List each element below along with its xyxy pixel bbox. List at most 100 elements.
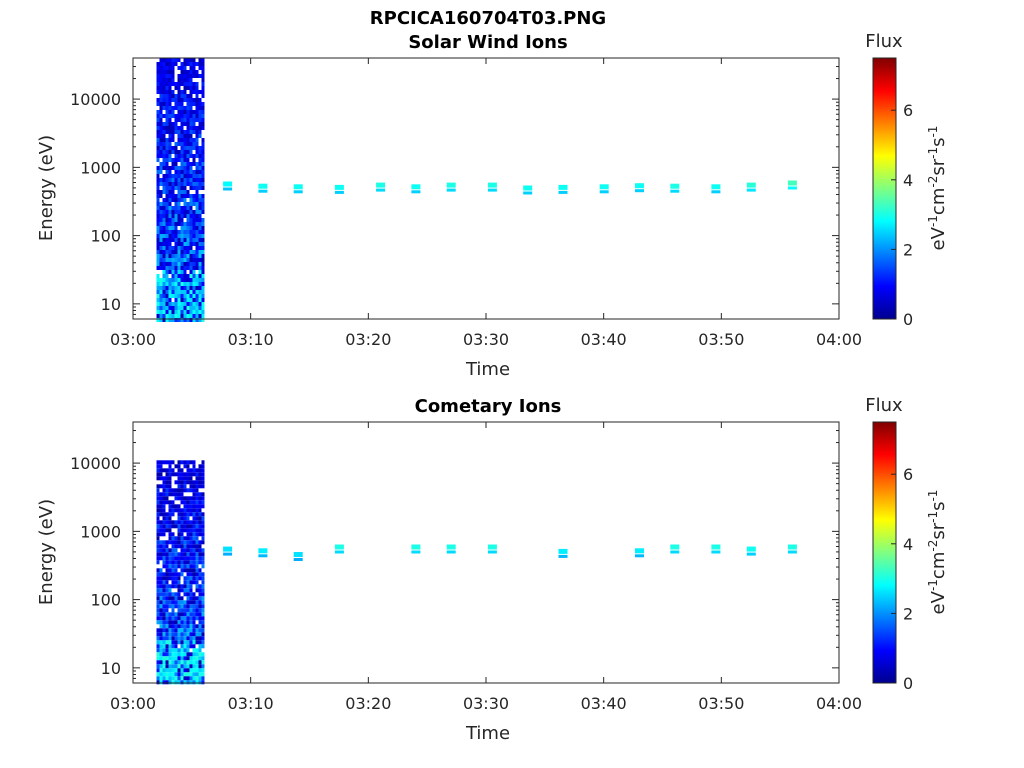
spectrogram-cell [201, 298, 205, 302]
spectrogram-cell [159, 318, 163, 322]
spectrogram-cell [180, 512, 184, 517]
spectrogram-cell [192, 274, 196, 278]
spectrogram-cell [201, 496, 205, 501]
spectrogram-cell [177, 98, 181, 102]
spectrogram-cell [192, 142, 196, 146]
spectrogram-cell [195, 310, 199, 314]
spectrogram-cell [183, 262, 187, 266]
spectrogram-cell [183, 254, 187, 258]
spectrogram-cell [174, 194, 178, 198]
spectrogram-cell [183, 496, 187, 501]
spectrogram-cell [156, 640, 160, 645]
spectrogram-cell [198, 262, 202, 266]
spectrogram-cell [174, 544, 178, 549]
spectrogram-cell [162, 242, 166, 246]
spectrogram-cell [174, 274, 178, 278]
spectrogram-cell [165, 298, 169, 302]
spectrogram-cell [171, 70, 175, 74]
spectrogram-cell [192, 672, 196, 677]
x-tick-label: 03:50 [698, 694, 744, 713]
spectrogram-cell [156, 560, 160, 565]
spectrogram-cell [162, 106, 166, 110]
spectrogram-cell [174, 142, 178, 146]
spectrogram-cell [189, 198, 193, 202]
spectrogram-cell [162, 584, 166, 589]
spectrogram-cell [168, 576, 172, 581]
spectrogram-cell [156, 290, 160, 294]
spectrogram-cell [192, 174, 196, 178]
spectrogram-cell [165, 560, 169, 565]
spectrogram-cell [198, 270, 202, 274]
spectrogram-cell [162, 58, 166, 62]
spectrogram-cell [177, 652, 181, 657]
spectrogram-cell [177, 58, 181, 62]
spectrogram-cell [186, 126, 190, 130]
spectrogram-cell [162, 624, 166, 629]
spectrogram-cell [177, 250, 181, 254]
spectrogram-cell [156, 664, 160, 669]
spectrogram-cell [192, 318, 196, 322]
spectrogram-cell [189, 552, 193, 557]
spectrogram-cell [180, 70, 184, 74]
spectrogram-cell [168, 596, 172, 601]
spectrogram-cell [168, 504, 172, 509]
spectrogram-cell [201, 66, 205, 70]
spectrogram-cell [180, 302, 184, 306]
spectrogram-cell [192, 544, 196, 549]
spectrogram-cell [165, 672, 169, 677]
spectrogram-cell [201, 468, 205, 473]
spectrogram-cell [198, 290, 202, 294]
spectrogram-cell [162, 82, 166, 86]
spectrogram-cell [177, 512, 181, 517]
spectrogram-cell [156, 572, 160, 577]
x-tick-label: 03:00 [110, 330, 156, 349]
spectrogram-cell [168, 680, 172, 685]
spectrogram-cell [201, 110, 205, 114]
spectrogram-cell [171, 512, 175, 517]
spectrogram-cell [198, 572, 202, 577]
spectrogram-cell [189, 668, 193, 673]
spectrogram-cell [180, 612, 184, 617]
spectrogram-cell [168, 648, 172, 653]
spectrogram-cell [195, 628, 199, 633]
spectrogram-cell [180, 122, 184, 126]
spectrogram-cell [183, 154, 187, 158]
beam-point [487, 182, 497, 188]
spectrogram-cell [183, 122, 187, 126]
spectrogram-cell [171, 90, 175, 94]
spectrogram-cell [189, 508, 193, 513]
spectrogram-cell [186, 512, 190, 517]
spectrogram-cell [183, 628, 187, 633]
spectrogram-cell [192, 648, 196, 653]
spectrogram-cell [171, 58, 175, 62]
spectrogram-cell [192, 74, 196, 78]
spectrogram-cell [171, 604, 175, 609]
spectrogram-cell [174, 262, 178, 266]
spectrogram-cell [165, 202, 169, 206]
spectrogram-cell [162, 90, 166, 94]
spectrogram-cell [156, 302, 160, 306]
spectrogram-cell [192, 158, 196, 162]
spectrogram-cell [186, 672, 190, 677]
spectrogram-cell [183, 278, 187, 282]
spectrogram-cell [165, 94, 169, 98]
spectrogram-cell [189, 274, 193, 278]
spectrogram-cell [192, 114, 196, 118]
spectrogram-cell [171, 668, 175, 673]
spectrogram-cell [189, 166, 193, 170]
spectrogram-cell [201, 194, 205, 198]
spectrogram-cell [156, 600, 160, 605]
spectrogram-cell [174, 106, 178, 110]
spectrogram-cell [174, 548, 178, 553]
spectrogram-cell [177, 520, 181, 525]
spectrogram-cell [201, 472, 205, 477]
spectrogram-cell [198, 218, 202, 222]
panel-title: Cometary Ions [415, 396, 562, 417]
spectrogram-cell [168, 652, 172, 657]
spectrogram-cell [174, 676, 178, 681]
spectrogram-cell [168, 182, 172, 186]
spectrogram-cell [180, 182, 184, 186]
spectrogram-cell [189, 266, 193, 270]
spectrogram-cell [189, 660, 193, 665]
spectrogram-cell [186, 588, 190, 593]
